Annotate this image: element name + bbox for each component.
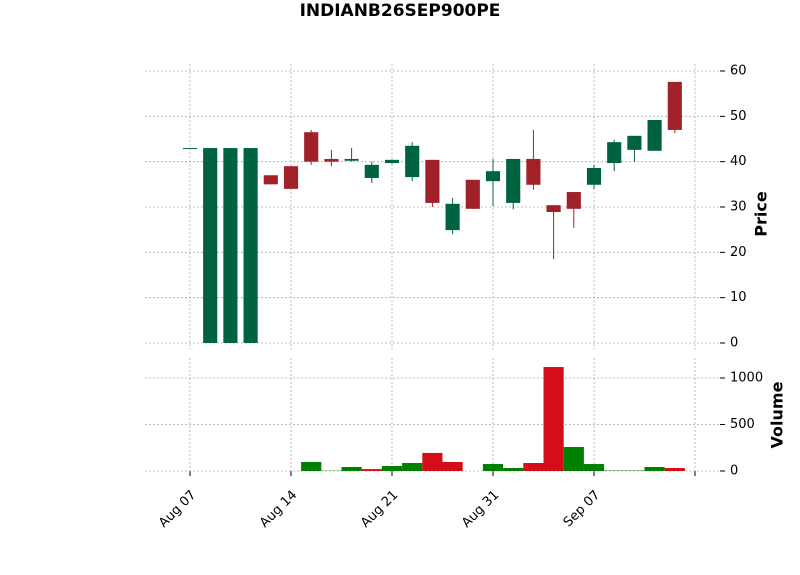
candle-body — [445, 203, 460, 231]
volume-bar — [402, 463, 423, 471]
y-tick-label: 50 — [730, 109, 747, 124]
candle-body — [384, 159, 400, 164]
candle-body — [627, 135, 642, 150]
x-tick-label: Aug 07 — [156, 488, 199, 531]
x-tick-label: Sep 07 — [561, 488, 604, 531]
y-tick-label: 1000 — [730, 370, 763, 385]
volume-bar — [503, 468, 524, 471]
volume-bar — [523, 463, 544, 471]
y-axis-label: Price — [752, 191, 771, 237]
volume-axis-label: Volume — [768, 381, 787, 448]
volume-bar — [442, 461, 463, 471]
volume-bar — [644, 467, 665, 471]
x-tick-label: Aug 14 — [257, 488, 300, 531]
y-tick-label: 60 — [730, 64, 747, 79]
candle-body — [546, 205, 561, 212]
chart-title: INDIANB26SEP900PE — [300, 1, 501, 21]
y-tick-label: 500 — [730, 417, 755, 432]
candle-body — [223, 148, 238, 343]
candle-body — [465, 179, 480, 209]
candle-body — [607, 142, 622, 164]
candle-body — [667, 81, 682, 130]
y-tick-label: 20 — [730, 245, 747, 260]
volume-bar — [583, 464, 605, 471]
candle-body — [425, 159, 440, 203]
y-tick-label: 40 — [730, 154, 747, 169]
y-tick-label: 0 — [730, 336, 738, 351]
candle-body — [586, 168, 602, 185]
candle-body — [283, 166, 299, 189]
candle-body — [243, 148, 258, 343]
volume-bar — [301, 461, 322, 471]
candle-body — [324, 158, 339, 162]
candle-body — [647, 119, 662, 151]
volume-bar — [422, 452, 443, 471]
candle-body — [344, 158, 359, 161]
candle-body — [263, 175, 278, 185]
y-tick-label: 30 — [730, 200, 747, 215]
x-tick-label: Aug 31 — [459, 488, 502, 531]
candle-body — [304, 132, 319, 162]
candle-body — [203, 148, 218, 343]
candle-body — [182, 148, 198, 150]
volume-bar — [543, 367, 564, 471]
candle-body — [526, 158, 541, 185]
volume-bar — [482, 464, 504, 471]
candle-body — [485, 171, 501, 182]
candle-body — [364, 164, 379, 178]
volume-bar — [341, 467, 362, 471]
volume-bar — [664, 468, 685, 471]
candle-body — [506, 158, 521, 203]
volume-bar — [563, 447, 584, 471]
volume-bar — [381, 465, 403, 471]
y-tick-label: 10 — [730, 290, 747, 305]
volume-bar — [361, 469, 382, 471]
candle-body — [405, 145, 420, 178]
y-tick-label: 0 — [730, 464, 738, 479]
candle-body — [566, 192, 581, 209]
x-tick-label: Aug 21 — [358, 488, 401, 531]
